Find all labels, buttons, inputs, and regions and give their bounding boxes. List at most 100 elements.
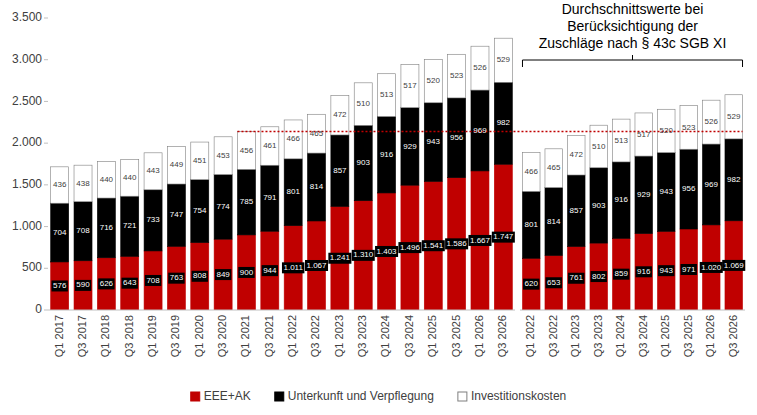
- data-label: 1.403: [377, 247, 398, 256]
- data-label: 523: [682, 123, 696, 132]
- label-box: [681, 264, 697, 275]
- data-label: 814: [310, 182, 324, 191]
- x-tick-label: Q1 2025: [659, 315, 671, 357]
- data-label: 529: [497, 55, 511, 64]
- bar-segment: [424, 59, 442, 102]
- data-label: 526: [473, 63, 487, 72]
- y-tick: [44, 101, 48, 102]
- data-label: 1.310: [353, 250, 374, 259]
- label-box: [51, 280, 67, 291]
- bar-segment: [121, 159, 139, 196]
- bar-segment: [191, 180, 209, 243]
- annotation-line: Zuschläge nach § 43c SGB XI: [539, 35, 727, 51]
- bar-segment: [74, 202, 92, 261]
- data-label: 440: [100, 175, 114, 184]
- bar-segment: [191, 243, 209, 310]
- y-tick-label: 3.000: [12, 52, 42, 66]
- data-label: 461: [263, 141, 277, 150]
- data-label: 626: [100, 279, 114, 288]
- x-tick-label: Q3 2023: [356, 315, 368, 357]
- annotation-line: Berücksichtigung der: [567, 18, 698, 34]
- data-label: 520: [660, 126, 674, 135]
- x-tick-label: Q3 2018: [123, 315, 135, 357]
- bar-segment: [191, 142, 209, 180]
- legend-swatch: [275, 392, 284, 401]
- data-label: 943: [427, 137, 441, 146]
- bar-segment: [657, 153, 675, 232]
- data-label: 529: [727, 112, 741, 121]
- bar-segment: [144, 251, 162, 310]
- bar-segment: [284, 120, 302, 159]
- data-label: 747: [170, 210, 184, 219]
- data-label: 969: [705, 180, 719, 189]
- data-label: 956: [450, 133, 464, 142]
- data-label: 916: [615, 195, 629, 204]
- bar-segment: [308, 114, 326, 153]
- label-box: [636, 266, 652, 277]
- x-tick-label: Q1 2022: [524, 315, 536, 357]
- data-label: 716: [100, 223, 114, 232]
- x-tick-label: Q3 2025: [682, 315, 694, 357]
- annotation-line: Durchschnittswerte bei: [562, 1, 704, 17]
- x-tick-label: Q1 2024: [614, 315, 626, 357]
- label-box: [238, 267, 254, 278]
- bar-segment: [448, 98, 466, 178]
- data-label: 465: [310, 129, 324, 138]
- bar-segment: [378, 74, 396, 117]
- label-box: [375, 246, 398, 257]
- x-tick-label: Q3 2022: [309, 315, 321, 357]
- bar-segment: [401, 108, 419, 186]
- data-label: 466: [525, 167, 539, 176]
- bar-segment: [522, 191, 540, 258]
- bar-segment: [612, 119, 630, 162]
- label-box: [398, 242, 421, 253]
- bar-segment: [121, 196, 139, 256]
- bar-segment: [214, 175, 232, 240]
- label-box: [722, 260, 745, 271]
- label-box: [122, 278, 138, 289]
- data-label: 721: [123, 221, 137, 230]
- data-label: 708: [146, 276, 160, 285]
- annotation: Durchschnittswerte beiBerücksichtigung d…: [539, 1, 727, 51]
- data-label: 859: [615, 269, 629, 278]
- data-label: 456: [240, 146, 254, 155]
- label-box: [192, 271, 208, 282]
- data-label: 785: [240, 197, 254, 206]
- data-label: 971: [682, 265, 696, 274]
- bar-segment: [261, 127, 279, 165]
- bar-segment: [567, 175, 585, 246]
- data-label: 620: [525, 279, 539, 288]
- data-label: 466: [286, 134, 300, 143]
- bar-segment: [237, 169, 255, 234]
- bar-segment: [567, 136, 585, 175]
- label-box: [591, 271, 607, 282]
- data-label: 1.541: [423, 241, 444, 250]
- x-tick-label: Q3 2021: [263, 315, 275, 357]
- x-tick-label: Q1 2024: [379, 315, 391, 357]
- bar-segment: [97, 198, 115, 258]
- legend-label: EEE+AK: [204, 389, 251, 403]
- label-box: [75, 280, 91, 291]
- data-label: 754: [193, 206, 207, 215]
- data-label: 438: [76, 179, 90, 188]
- y-tick: [44, 268, 48, 269]
- bar-segment: [424, 103, 442, 182]
- bar-segment: [331, 135, 349, 206]
- y-tick: [44, 310, 48, 311]
- data-label: 969: [473, 126, 487, 135]
- data-label: 849: [216, 270, 230, 279]
- data-label: 520: [427, 76, 441, 85]
- x-tick-label: Q3 2017: [76, 315, 88, 357]
- x-tick-label: Q3 2025: [450, 315, 462, 357]
- bar-segment: [331, 96, 349, 135]
- label-box: [468, 235, 491, 246]
- data-label: 653: [547, 278, 561, 287]
- label-box: [98, 278, 114, 289]
- data-label: 814: [547, 217, 561, 226]
- x-tick-label: Q1 2026: [704, 315, 716, 357]
- y-tick-label: 0: [35, 302, 42, 316]
- legend: EEE+AKUnterkunft und VerpflegungInvestit…: [191, 389, 567, 403]
- y-tick-label: 500: [22, 260, 42, 274]
- x-tick-label: Q3 2026: [727, 315, 739, 357]
- data-label: 513: [615, 136, 629, 145]
